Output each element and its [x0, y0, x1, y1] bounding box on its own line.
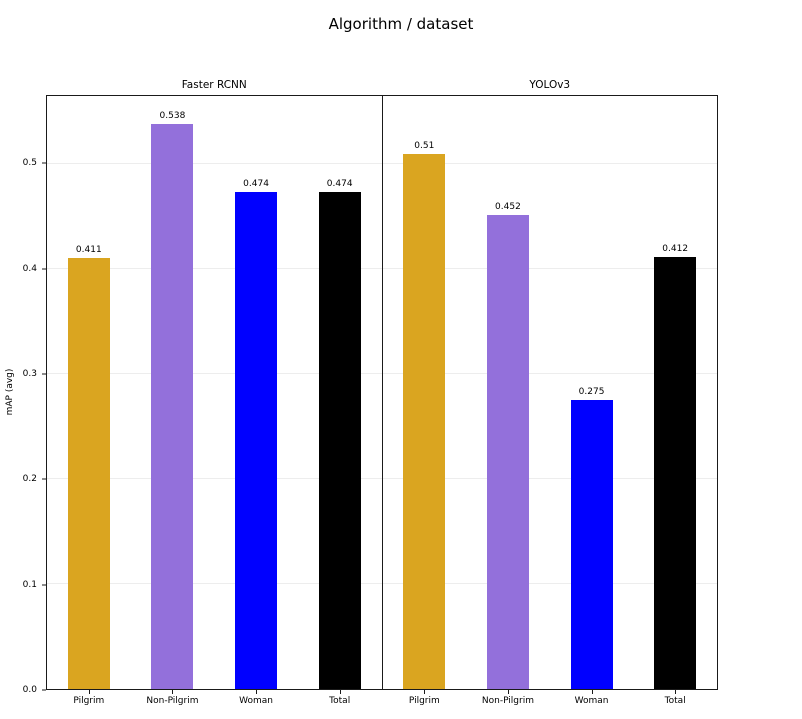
category-slot: 0.51 Pilgrim: [383, 96, 467, 706]
gridline: [382, 163, 717, 165]
category-slot: 0.275 Woman: [550, 96, 634, 706]
bar-value-label: 0.412: [662, 243, 689, 254]
gridline: [47, 268, 382, 270]
gridline: [47, 373, 382, 375]
x-tick-label: Pilgrim: [408, 696, 440, 706]
y-tick-label: 0.1: [22, 579, 37, 590]
bar-woman: [570, 400, 613, 689]
category-slot: 0.538 Non-Pilgrim: [131, 96, 215, 706]
subplot-title: YOLOv3: [529, 79, 571, 91]
bar-value-label: 0.474: [326, 178, 353, 189]
bar-woman: [235, 191, 278, 689]
gridline: [47, 478, 382, 480]
bar-value-label: 0.51: [414, 140, 435, 151]
y-tick-label: 0.4: [22, 263, 37, 274]
chart-title: Algorithm / dataset: [328, 15, 474, 33]
x-tick-label: Non-Pilgrim: [481, 696, 534, 706]
y-tick-label: 0.2: [22, 474, 37, 485]
bar-total: [318, 191, 361, 689]
x-tick-mark: [172, 690, 174, 694]
x-tick-mark: [675, 690, 677, 694]
x-tick-label: Pilgrim: [73, 696, 105, 706]
bar-value-label: 0.538: [159, 111, 186, 122]
subplot-yolov3: YOLOv3 0.51 Pilgrim 0.452 Non-Pilgrim 0.275 Wo…: [381, 79, 717, 706]
y-tick-label: 0.0: [22, 685, 37, 695]
bar-total: [654, 256, 697, 689]
bar-value-label: 0.474: [243, 178, 269, 189]
category-slot: 0.474 Woman: [214, 96, 298, 706]
gridline: [382, 268, 717, 270]
bar-value-label: 0.275: [578, 387, 605, 398]
y-tick-mark: [42, 689, 46, 691]
gridline: [47, 583, 382, 585]
x-tick-mark: [88, 690, 90, 694]
bar-value-label: 0.452: [495, 201, 521, 212]
x-tick-mark: [256, 690, 258, 694]
y-tick-mark: [42, 268, 46, 270]
category-slot: 0.412 Total: [633, 96, 717, 706]
x-tick-label: Non-Pilgrim: [146, 696, 199, 706]
y-tick-label: 0.5: [22, 158, 37, 169]
x-tick-label: Total: [329, 696, 351, 706]
y-tick-mark: [42, 478, 46, 480]
subplot-title: Faster RCNN: [181, 79, 247, 91]
gridline: [382, 478, 717, 480]
bar-pilgrim: [67, 257, 110, 689]
x-tick-mark: [339, 690, 341, 694]
bar-pilgrim: [403, 153, 446, 689]
y-tick-mark: [42, 162, 46, 164]
x-tick-mark: [507, 690, 509, 694]
y-tick-label: 0.3: [22, 369, 37, 380]
gridline: [382, 373, 717, 375]
bar-non-pilgrim: [486, 214, 529, 689]
bar-value-label: 0.411: [75, 244, 102, 255]
x-tick-mark: [591, 690, 593, 694]
x-tick-mark: [424, 690, 426, 694]
y-tick-mark: [42, 584, 46, 586]
x-tick-label: Woman: [239, 696, 273, 706]
y-tick-mark: [42, 373, 46, 375]
x-tick-label: Woman: [574, 696, 609, 706]
gridline: [382, 583, 717, 585]
category-slot: 0.411 Pilgrim: [47, 96, 131, 706]
category-slot: 0.474 Total: [298, 96, 382, 706]
category-slot: 0.452 Non-Pilgrim: [466, 96, 550, 706]
bar-non-pilgrim: [151, 124, 194, 689]
plot-region: Faster RCNN 0.411 Pilgrim 0.538 Non-Pilgrim 0…: [46, 79, 718, 706]
gridline: [47, 163, 382, 165]
y-axis: 0.0 0.1 0.2 0.3 0.4 0.5: [0, 95, 46, 695]
subplot-faster-rcnn: Faster RCNN 0.411 Pilgrim 0.538 Non-Pilgrim 0…: [47, 79, 382, 706]
x-tick-label: Total: [664, 696, 686, 706]
